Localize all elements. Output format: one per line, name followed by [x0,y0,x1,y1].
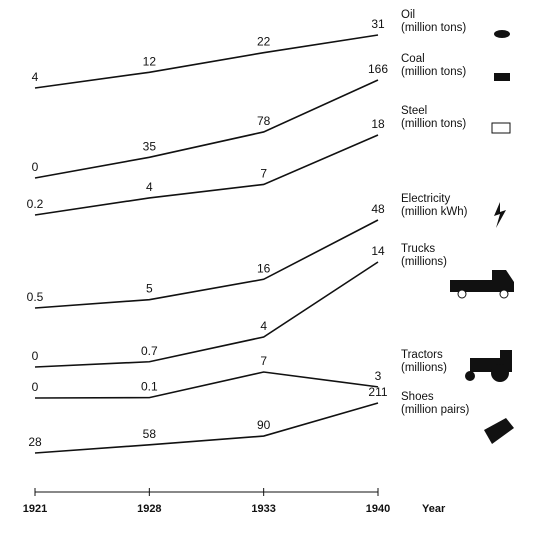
series-line [34,371,379,399]
series-line [34,402,379,454]
tractor-wheel [491,364,509,382]
series-line [34,34,379,89]
legend-name: Oil [401,9,415,21]
electricity-icon [494,202,506,228]
value-label: 0 [32,380,39,394]
value-label: 0 [32,349,39,363]
value-label: 0.2 [27,197,44,211]
legend-unit: (millions) [401,362,447,374]
series-line [34,79,379,179]
series-line [34,261,379,368]
value-label: 211 [368,385,387,399]
x-tick-label: 1921 [23,503,47,515]
value-label: 31 [371,17,385,31]
series-line [34,219,379,309]
value-label: 28 [28,435,42,449]
value-label: 7 [260,354,267,368]
legend-unit: (million tons) [401,118,466,130]
legend-name: Coal [401,53,425,65]
truck-wheel [499,289,509,299]
tractor-wheel [465,371,475,381]
value-label: 3 [375,369,382,383]
legend-name: Trucks [401,243,435,255]
x-tick-label: 1940 [366,503,390,515]
value-label: 90 [257,418,271,432]
x-axis-label: Year [422,503,446,515]
value-label: 58 [143,427,157,441]
value-label: 12 [143,54,157,68]
legend-unit: (million tons) [401,66,466,78]
coal-icon [494,73,510,81]
value-label: 78 [257,114,271,128]
value-label: 4 [260,319,267,333]
legend-unit: (million pairs) [401,404,470,416]
legend-name: Steel [401,105,427,117]
legend-unit: (million kWh) [401,206,468,218]
legend-name: Electricity [401,193,450,205]
value-label: 166 [368,62,388,76]
oil-icon [494,30,510,38]
value-label: 0.7 [141,344,158,358]
value-label: 0.1 [141,380,158,394]
value-label: 22 [257,35,271,49]
value-label: 0 [32,160,39,174]
shoe-icon [484,418,514,444]
value-label: 5 [146,282,153,296]
x-tick-label: 1928 [137,503,161,515]
truck-wheel [457,289,467,299]
truck-icon [450,270,514,292]
value-label: 7 [260,166,267,180]
value-label: 16 [257,261,271,275]
legend-name: Tractors [401,349,443,361]
value-label: 4 [146,180,153,194]
value-label: 14 [371,244,385,258]
series-line [34,134,379,216]
x-tick-label: 1933 [251,503,275,515]
legend-name: Shoes [401,391,434,403]
steel-icon [491,122,511,134]
legend-unit: (million tons) [401,22,466,34]
icons [450,30,514,444]
value-label: 4 [32,70,39,84]
value-label: 18 [371,117,385,131]
legend-unit: (millions) [401,256,447,268]
value-label: 0.5 [27,290,44,304]
value-label: 48 [371,202,385,216]
value-label: 35 [143,139,157,153]
